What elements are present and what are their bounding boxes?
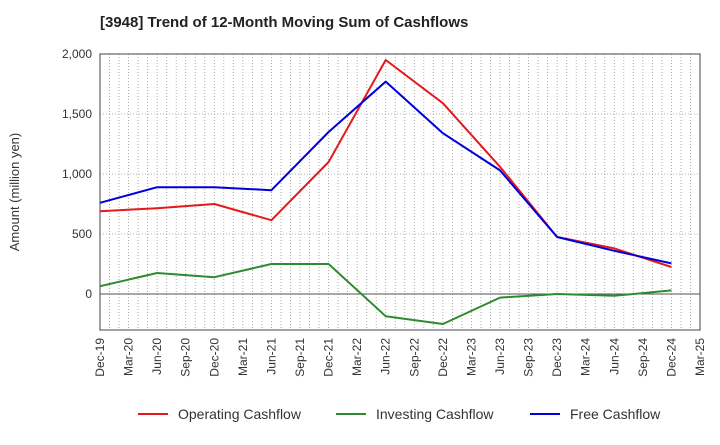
x-tick-label: Dec-20 — [207, 338, 221, 377]
x-tick-label: Dec-22 — [436, 338, 450, 377]
x-tick-label: Mar-20 — [122, 338, 136, 376]
y-tick-label: 2,000 — [62, 47, 92, 61]
x-tick-label: Mar-24 — [579, 338, 593, 376]
x-tick-label: Mar-21 — [236, 338, 250, 376]
x-tick-label: Sep-21 — [293, 338, 307, 377]
plot-frame — [99, 53, 701, 331]
series-line-2 — [99, 263, 672, 325]
x-tick-label: Dec-24 — [664, 338, 678, 377]
legend-label: Investing Cashflow — [376, 406, 494, 422]
x-tick-label: Mar-23 — [464, 338, 478, 376]
x-tick-label: Dec-19 — [93, 338, 107, 377]
x-tick-label: Jun-20 — [150, 338, 164, 375]
x-tick-label: Sep-23 — [522, 338, 536, 377]
y-tick-label: 500 — [72, 227, 92, 241]
x-tick-label: Jun-22 — [379, 338, 393, 375]
y-axis-label: Amount (million yen) — [7, 133, 22, 252]
chart-title: [3948] Trend of 12-Month Moving Sum of C… — [100, 14, 469, 31]
y-tick-label: 1,500 — [62, 107, 92, 121]
x-tick-label: Jun-23 — [493, 338, 507, 375]
x-tick-label: Mar-25 — [693, 338, 707, 376]
legend-label: Operating Cashflow — [178, 406, 302, 422]
series-line-1 — [99, 59, 672, 268]
x-tick-label: Dec-21 — [322, 338, 336, 377]
x-tick-label: Mar-22 — [350, 338, 364, 376]
x-tick-label: Jun-21 — [264, 338, 278, 375]
x-tick-label: Sep-20 — [179, 338, 193, 377]
y-tick-label: 1,000 — [62, 167, 92, 181]
legend-label: Free Cashflow — [570, 406, 661, 422]
y-tick-label: 0 — [85, 287, 92, 301]
x-tick-label: Sep-22 — [407, 338, 421, 377]
x-tick-label: Sep-24 — [636, 338, 650, 377]
x-tick-label: Dec-23 — [550, 338, 564, 377]
x-tick-label: Jun-24 — [607, 338, 621, 375]
series-line-3 — [99, 80, 672, 265]
